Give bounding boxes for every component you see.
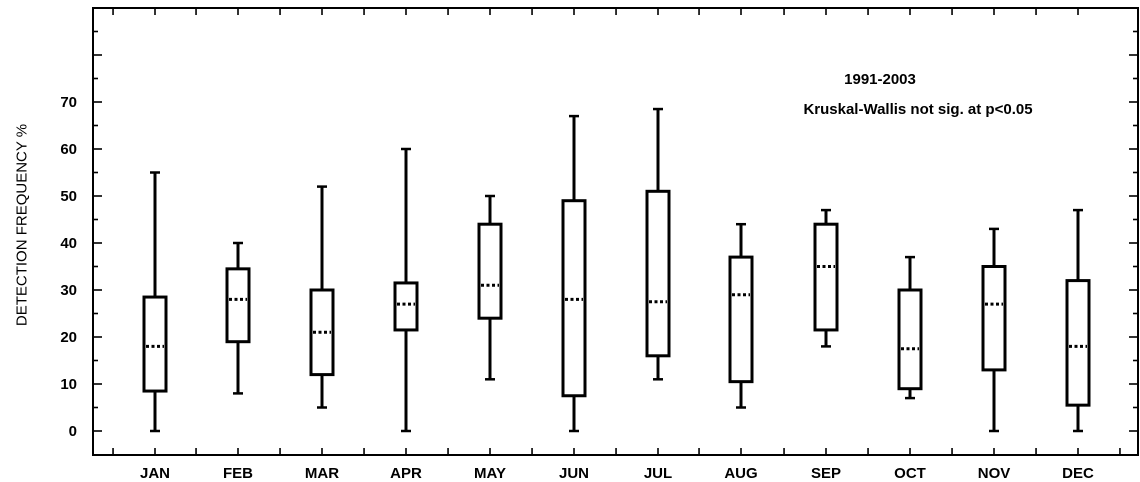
x-tick-label-dec: DEC (1062, 465, 1094, 482)
box-iqr (225, 267, 251, 344)
x-tick-label-mar: MAR (305, 465, 339, 482)
box-mar (309, 185, 335, 409)
box-nov (981, 227, 1007, 433)
y-tick-label: 30 (60, 282, 77, 299)
y-tick-label: 70 (60, 94, 77, 111)
box-iqr (1065, 279, 1091, 407)
x-tick-label-may: MAY (474, 465, 506, 482)
x-tick-label-aug: AUG (724, 465, 757, 482)
box-feb (225, 241, 251, 395)
plot-frame (92, 7, 1139, 456)
box-iqr (728, 255, 754, 384)
x-tick-label-jul: JUL (644, 465, 672, 482)
box-iqr (813, 222, 839, 332)
x-tick-label-jun: JUN (559, 465, 589, 482)
box-aug (728, 222, 754, 409)
box-iqr (477, 222, 503, 320)
x-tick-label-sep: SEP (811, 465, 841, 482)
y-tick-label: 60 (60, 141, 77, 158)
annotation-test-result: Kruskal-Wallis not sig. at p<0.05 (803, 101, 1033, 118)
box-oct (897, 255, 923, 400)
y-tick-label: 0 (69, 423, 77, 440)
y-axis-label: DETECTION FREQUENCY % (13, 123, 31, 327)
box-iqr (897, 288, 923, 391)
x-axis: JAN FEB MAR APR MAY JUN JUL AUG SEP OCT NOV DEC (112, 8, 1121, 482)
x-tick-label-jan: JAN (140, 465, 170, 482)
y-tick-label: 20 (60, 329, 77, 346)
box-iqr (142, 295, 168, 393)
annotation-period: 1991-2003 (844, 71, 916, 88)
box-jul (645, 107, 671, 381)
x-tick-label-feb: FEB (223, 465, 253, 482)
y-tick-label: 50 (60, 188, 77, 205)
box-sep (813, 208, 839, 348)
x-tick-label-oct: OCT (894, 465, 926, 482)
x-tick-label-apr: APR (390, 465, 422, 482)
y-axis: 0 10 20 30 40 50 60 70 (60, 30, 1138, 440)
box-apr (393, 147, 419, 433)
box-jan (142, 171, 168, 433)
box-iqr (393, 281, 419, 332)
box-iqr (561, 199, 587, 398)
x-tick-label-nov: NOV (978, 465, 1011, 482)
box-iqr (309, 288, 335, 377)
box-may (477, 194, 503, 381)
y-tick-label: 40 (60, 235, 77, 252)
box-iqr (645, 189, 671, 358)
box-jun (561, 114, 587, 433)
box-dec (1065, 208, 1091, 433)
box-iqr (981, 265, 1007, 372)
plot-border (92, 7, 1139, 456)
y-tick-label: 10 (60, 376, 77, 393)
box-series (142, 107, 1091, 433)
